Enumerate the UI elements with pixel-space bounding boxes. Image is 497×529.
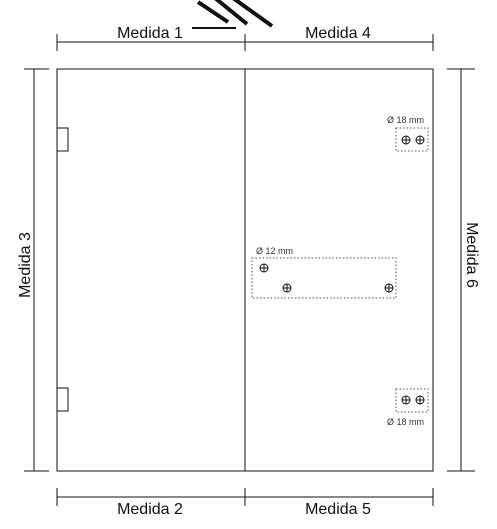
hinge-top: [56, 127, 69, 152]
top-dimension: [56, 27, 434, 51]
cut-marks: [196, 0, 274, 28]
hole-label-top: Ø 18 mm: [387, 115, 424, 125]
dimension-label-bottom-left: Medida 2: [117, 501, 183, 518]
crosshair-circle-icon: [259, 263, 269, 273]
dimension-label-top-left: Medida 1: [117, 25, 183, 42]
crosshair-circle-icon: [415, 135, 425, 145]
right-dimension: [447, 68, 475, 472]
hole-group-bottom: [395, 388, 429, 413]
hinge-bottom: [56, 387, 69, 412]
crosshair-circle-icon: [415, 395, 425, 405]
hole-group-middle: [251, 257, 397, 299]
hole-group-top: [395, 127, 429, 152]
dimension-label-left: Medida 3: [17, 232, 34, 298]
dimension-label-top-right: Medida 4: [305, 25, 371, 42]
hole-label-bottom: Ø 18 mm: [387, 417, 424, 427]
crosshair-circle-icon: [384, 283, 394, 293]
bottom-dimension: [56, 488, 434, 506]
hole-label-middle: Ø 12 mm: [256, 246, 293, 256]
dimension-label-right: Medida 6: [463, 222, 480, 288]
crosshair-circle-icon: [401, 135, 411, 145]
left-dimension: [24, 68, 49, 472]
crosshair-circle-icon: [282, 283, 292, 293]
crosshair-circle-icon: [401, 395, 411, 405]
dimension-label-bottom-right: Medida 5: [305, 501, 371, 518]
